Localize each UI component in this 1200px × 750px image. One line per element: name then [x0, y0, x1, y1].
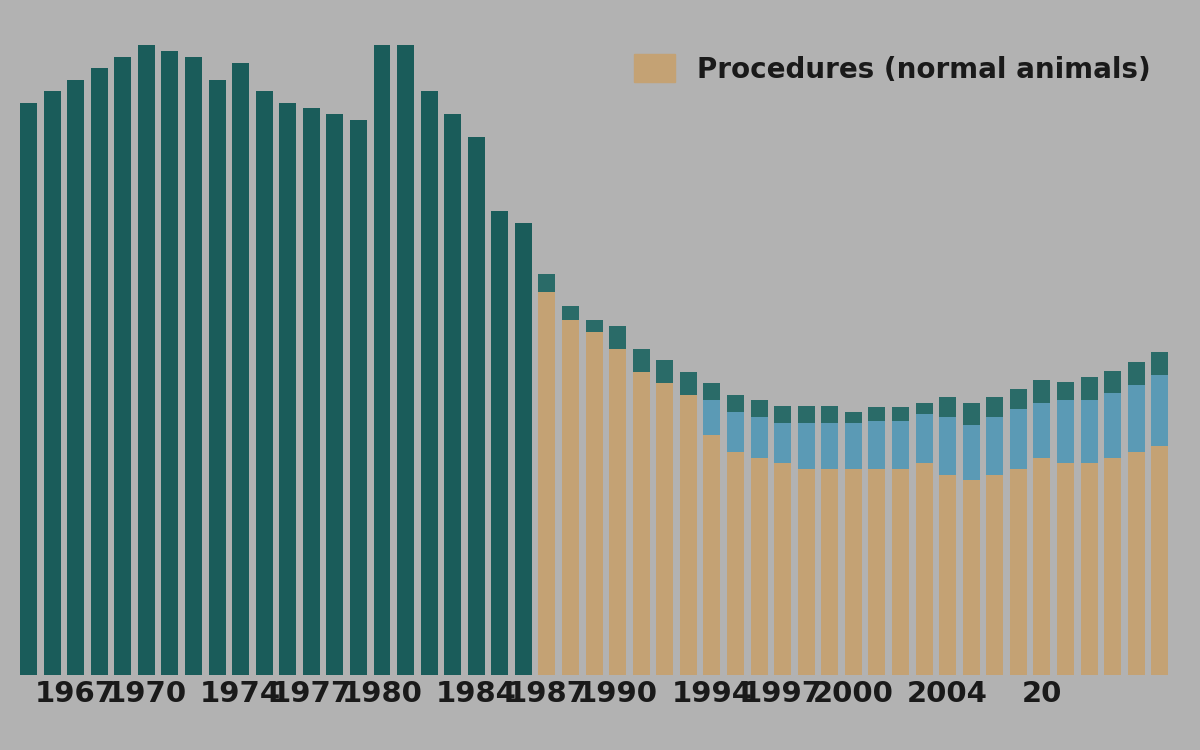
Bar: [845, 412, 862, 423]
Bar: [845, 423, 862, 469]
Bar: [1151, 352, 1169, 375]
Bar: [916, 464, 932, 675]
Bar: [986, 475, 1003, 675]
Bar: [1128, 362, 1145, 386]
Bar: [1057, 400, 1074, 464]
Bar: [821, 423, 839, 469]
Bar: [798, 423, 815, 469]
Bar: [20, 103, 37, 675]
Bar: [656, 383, 673, 675]
Bar: [1033, 380, 1050, 403]
Bar: [750, 418, 768, 458]
Bar: [750, 458, 768, 675]
Bar: [539, 292, 556, 675]
Bar: [1128, 452, 1145, 675]
Bar: [185, 57, 202, 675]
Bar: [892, 407, 908, 421]
Bar: [232, 62, 250, 675]
Bar: [774, 406, 791, 423]
Bar: [962, 403, 979, 425]
Bar: [491, 211, 509, 675]
Bar: [940, 397, 956, 418]
Legend: Procedures (normal animals): Procedures (normal animals): [623, 43, 1163, 94]
Bar: [727, 452, 744, 675]
Bar: [1080, 464, 1098, 675]
Bar: [610, 326, 626, 349]
Bar: [280, 103, 296, 675]
Bar: [962, 425, 979, 481]
Bar: [1010, 388, 1027, 410]
Bar: [821, 469, 839, 675]
Bar: [1057, 382, 1074, 400]
Bar: [798, 469, 815, 675]
Bar: [1010, 469, 1027, 675]
Bar: [1104, 370, 1121, 394]
Bar: [1104, 394, 1121, 458]
Bar: [703, 434, 720, 675]
Bar: [1151, 375, 1169, 446]
Bar: [798, 406, 815, 423]
Bar: [43, 92, 60, 675]
Bar: [892, 469, 908, 675]
Bar: [986, 397, 1003, 418]
Bar: [586, 320, 602, 332]
Bar: [632, 349, 649, 372]
Bar: [1080, 377, 1098, 400]
Bar: [1128, 386, 1145, 452]
Bar: [656, 360, 673, 383]
Bar: [892, 421, 908, 469]
Bar: [1057, 464, 1074, 675]
Bar: [703, 383, 720, 400]
Bar: [869, 421, 886, 469]
Bar: [1080, 400, 1098, 464]
Bar: [703, 400, 720, 434]
Bar: [91, 68, 108, 675]
Bar: [940, 475, 956, 675]
Bar: [869, 407, 886, 421]
Bar: [986, 418, 1003, 475]
Bar: [586, 332, 602, 675]
Bar: [940, 418, 956, 475]
Bar: [162, 51, 179, 675]
Bar: [468, 137, 485, 675]
Bar: [680, 394, 697, 675]
Bar: [138, 46, 155, 675]
Bar: [821, 406, 839, 423]
Bar: [373, 46, 390, 675]
Bar: [1104, 458, 1121, 675]
Bar: [114, 57, 131, 675]
Bar: [209, 80, 226, 675]
Bar: [539, 274, 556, 292]
Bar: [444, 114, 461, 675]
Bar: [750, 400, 768, 418]
Bar: [350, 120, 367, 675]
Bar: [256, 92, 272, 675]
Bar: [962, 481, 979, 675]
Bar: [916, 414, 932, 464]
Bar: [397, 46, 414, 675]
Bar: [916, 403, 932, 414]
Bar: [562, 320, 580, 675]
Bar: [680, 372, 697, 394]
Bar: [326, 114, 343, 675]
Bar: [67, 80, 84, 675]
Bar: [632, 372, 649, 675]
Bar: [1010, 410, 1027, 469]
Bar: [774, 423, 791, 464]
Bar: [1033, 403, 1050, 457]
Bar: [421, 92, 438, 675]
Bar: [727, 412, 744, 452]
Bar: [610, 349, 626, 675]
Bar: [515, 223, 532, 675]
Bar: [845, 469, 862, 675]
Bar: [562, 307, 580, 320]
Bar: [1033, 458, 1050, 675]
Bar: [1151, 446, 1169, 675]
Bar: [774, 464, 791, 675]
Bar: [302, 108, 319, 675]
Bar: [727, 394, 744, 412]
Bar: [869, 469, 886, 675]
